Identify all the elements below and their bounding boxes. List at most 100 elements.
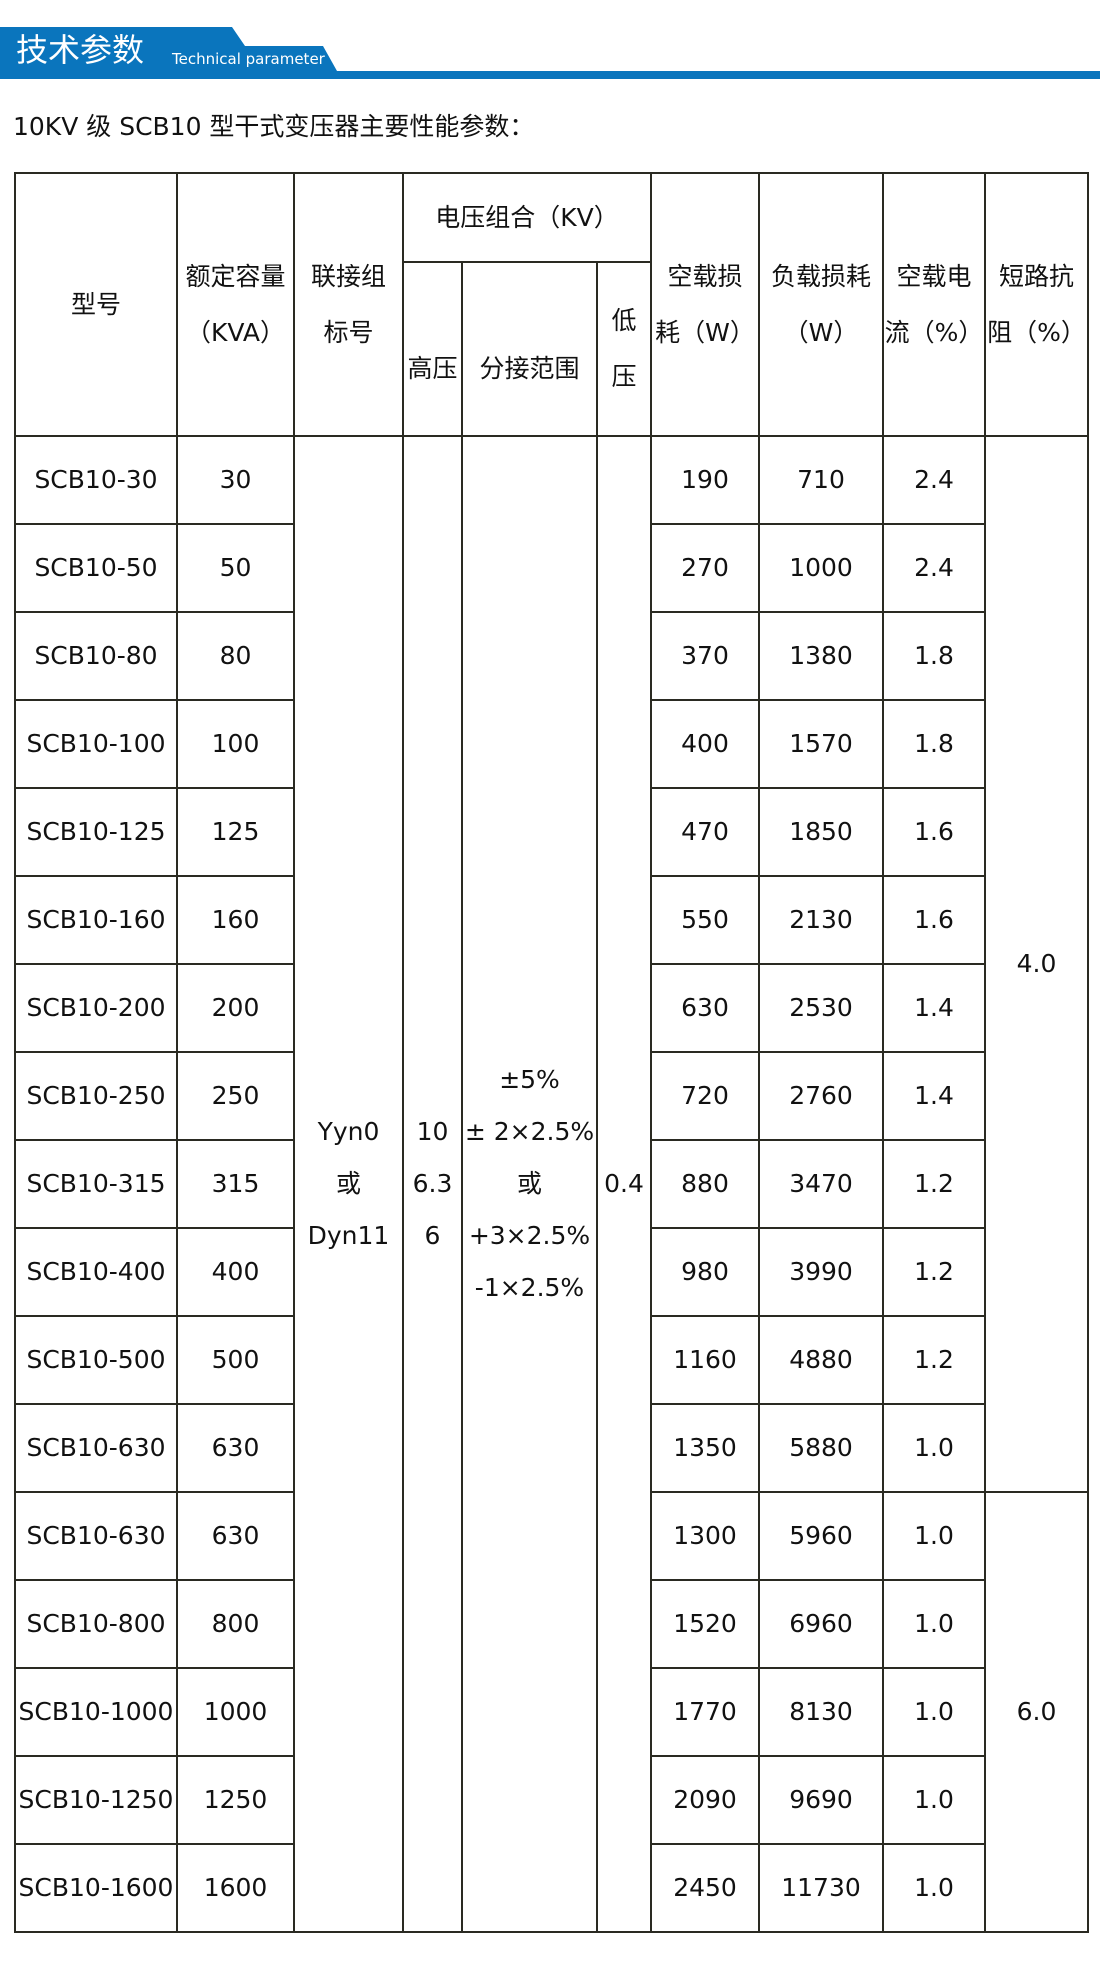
no-load-current-cell: 1.8 xyxy=(882,611,987,701)
no-load-loss-cell: 370 xyxy=(650,611,761,701)
banner-title: 技术参数 xyxy=(16,31,145,69)
no-load-loss-cell: 400 xyxy=(650,699,761,789)
no-load-current-cell: 1.0 xyxy=(882,1579,987,1669)
table-row: SCB10-30 30 Yyn0 或 Dyn11 10 6.3 6 ±5% ± 2×2.5% 或 +3… xyxy=(14,435,1090,1933)
no-load-loss-cell: 2450 xyxy=(650,1843,761,1933)
capacity-cell: 160 xyxy=(176,875,295,965)
capacity-cell: 250 xyxy=(176,1051,295,1141)
header-load-loss: 负载损耗 （W） xyxy=(758,172,885,437)
load-loss-cell: 2530 xyxy=(758,963,885,1053)
capacity-cell: 1600 xyxy=(176,1843,295,1933)
load-loss-cell: 11730 xyxy=(758,1843,885,1933)
banner-shape xyxy=(0,27,1100,79)
model-cell: SCB10-80 xyxy=(14,611,178,701)
table-row: SCB10-125 125 470 1850 1.6 xyxy=(14,787,1088,877)
load-loss-cell: 2760 xyxy=(758,1051,885,1141)
load-loss-cell: 2130 xyxy=(758,875,885,965)
no-load-current-cell: 1.8 xyxy=(882,699,987,789)
load-loss-cell: 3470 xyxy=(758,1139,885,1229)
capacity-cell: 315 xyxy=(176,1139,295,1229)
capacity-cell: 400 xyxy=(176,1227,295,1317)
table-row: SCB10-160 160 550 2130 1.6 xyxy=(14,875,1088,965)
table-row: SCB10-315 315 880 3470 1.2 xyxy=(14,1139,1088,1229)
no-load-current-cell: 2.4 xyxy=(882,523,987,613)
table-row: SCB10-80 80 370 1380 1.8 xyxy=(14,611,1088,701)
capacity-cell: 30 xyxy=(176,435,295,525)
no-load-loss-cell: 1160 xyxy=(650,1315,761,1405)
no-load-current-cell: 1.6 xyxy=(882,787,987,877)
load-loss-cell: 5960 xyxy=(758,1491,885,1581)
table-row: SCB10-200 200 630 2530 1.4 xyxy=(14,963,1088,1053)
load-loss-cell: 4880 xyxy=(758,1315,885,1405)
model-cell: SCB10-50 xyxy=(14,523,178,613)
no-load-current-cell: 1.0 xyxy=(882,1491,987,1581)
table-row: SCB10-1250 1250 2090 9690 1.0 xyxy=(14,1755,1088,1845)
capacity-cell: 800 xyxy=(176,1579,295,1669)
table-row: SCB10-400 400 980 3990 1.2 xyxy=(14,1227,1088,1317)
table-row: SCB10-630 630 1350 5880 1.0 xyxy=(14,1403,1088,1493)
load-loss-cell: 1850 xyxy=(758,787,885,877)
header-high-voltage: 高压 xyxy=(402,261,463,437)
low-voltage-cell: 0.4 xyxy=(595,435,653,1933)
model-cell: SCB10-160 xyxy=(14,875,178,965)
load-loss-cell: 8130 xyxy=(758,1667,885,1757)
header-no-load-current: 空载电 流（%） xyxy=(882,172,987,437)
no-load-loss-cell: 1300 xyxy=(650,1491,761,1581)
header-low-voltage: 低压 xyxy=(595,261,653,437)
no-load-loss-cell: 630 xyxy=(650,963,761,1053)
model-cell: SCB10-100 xyxy=(14,699,178,789)
connection-cell: Yyn0 或 Dyn11 xyxy=(293,435,404,1933)
header-no-load-loss: 空载损 耗（W） xyxy=(650,172,761,437)
model-cell: SCB10-250 xyxy=(14,1051,178,1141)
model-cell: SCB10-500 xyxy=(14,1315,178,1405)
no-load-current-cell: 1.2 xyxy=(882,1139,987,1229)
no-load-current-cell: 1.2 xyxy=(882,1227,987,1317)
load-loss-cell: 1380 xyxy=(758,611,885,701)
table-row: SCB10-630 630 1300 5960 1.0 6.0 xyxy=(14,1491,1090,1933)
capacity-cell: 100 xyxy=(176,699,295,789)
no-load-loss-cell: 880 xyxy=(650,1139,761,1229)
no-load-current-cell: 1.2 xyxy=(882,1315,987,1405)
banner-subtitle: Technical parameter xyxy=(172,50,325,68)
model-cell: SCB10-800 xyxy=(14,1579,178,1669)
capacity-cell: 1000 xyxy=(176,1667,295,1757)
header-impedance: 短路抗 阻（%） xyxy=(984,172,1090,437)
no-load-current-cell: 1.0 xyxy=(882,1843,987,1933)
section-banner xyxy=(0,27,1100,79)
tap-range-cell: ±5% ± 2×2.5% 或 +3×2.5% -1×2.5% xyxy=(461,435,598,1933)
model-cell: SCB10-1000 xyxy=(14,1667,178,1757)
model-cell: SCB10-315 xyxy=(14,1139,178,1229)
no-load-current-cell: 1.4 xyxy=(882,1051,987,1141)
header-connection: 联接组 标号 xyxy=(293,172,404,437)
no-load-loss-cell: 1520 xyxy=(650,1579,761,1669)
capacity-cell: 500 xyxy=(176,1315,295,1405)
table-row: SCB10-250 250 720 2760 1.4 xyxy=(14,1051,1088,1141)
load-loss-cell: 3990 xyxy=(758,1227,885,1317)
high-voltage-cell: 10 6.3 6 xyxy=(402,435,463,1933)
no-load-loss-cell: 2090 xyxy=(650,1755,761,1845)
capacity-cell: 200 xyxy=(176,963,295,1053)
no-load-current-cell: 1.6 xyxy=(882,875,987,965)
impedance-cell: 4.0 xyxy=(984,435,1090,1493)
model-cell: SCB10-1600 xyxy=(14,1843,178,1933)
table-row: SCB10-1000 1000 1770 8130 1.0 xyxy=(14,1667,1088,1757)
impedance-cell: 6.0 xyxy=(984,1491,1090,1933)
model-cell: SCB10-630 xyxy=(14,1491,178,1581)
no-load-loss-cell: 1770 xyxy=(650,1667,761,1757)
table-heading: 10KV 级 SCB10 型干式变压器主要性能参数： xyxy=(13,112,535,141)
no-load-loss-cell: 190 xyxy=(650,435,761,525)
model-cell: SCB10-30 xyxy=(14,435,178,525)
table-row: SCB10-500 500 1160 4880 1.2 xyxy=(14,1315,1088,1405)
model-cell: SCB10-630 xyxy=(14,1403,178,1493)
capacity-cell: 50 xyxy=(176,523,295,613)
capacity-cell: 125 xyxy=(176,787,295,877)
table-row: SCB10-50 50 270 1000 2.4 xyxy=(14,523,1088,613)
model-cell: SCB10-200 xyxy=(14,963,178,1053)
table-row: SCB10-100 100 400 1570 1.8 xyxy=(14,699,1088,789)
no-load-current-cell: 1.0 xyxy=(882,1667,987,1757)
no-load-loss-cell: 980 xyxy=(650,1227,761,1317)
no-load-loss-cell: 720 xyxy=(650,1051,761,1141)
load-loss-cell: 9690 xyxy=(758,1755,885,1845)
header-tap-range: 分接范围 xyxy=(461,261,598,437)
no-load-loss-cell: 470 xyxy=(650,787,761,877)
